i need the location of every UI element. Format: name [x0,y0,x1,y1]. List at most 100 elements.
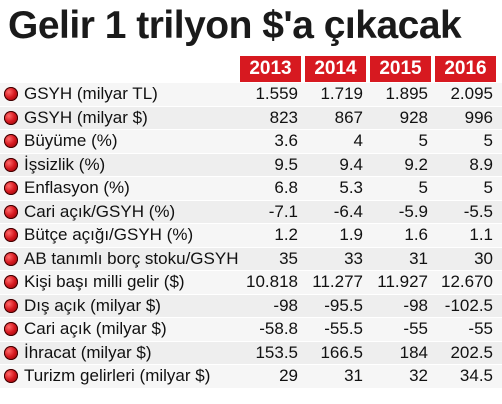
row-label-cell: Kişi başı milli gelir ($) [0,272,240,292]
bullet-icon [4,110,18,125]
value-cell-2016: 5 [483,178,493,198]
row-label-cell: Enflasyon (%) [0,178,240,198]
value-cell-2016: 1.1 [469,225,493,245]
year-header-2016: 2016 [435,56,496,82]
table-row: Cari açık (milyar $) -58.8 -55.5 -55 -55 [0,317,502,341]
value-cell-2016: -5.5 [463,201,493,221]
row-label-cell: Bütçe açığı/GSYH (%) [0,225,240,245]
value-cell-2016: -55 [468,319,493,339]
value-cell-2014: 5.3 [339,178,363,198]
value-cell-2013: -98 [273,295,298,315]
bullet-icon [4,87,18,102]
row-label-cell: İhracat (milyar $) [0,343,240,363]
value-cell-2015: 32 [409,366,428,386]
row-label: GSYH (milyar $) [24,107,148,127]
value-cell-2014: 867 [334,107,363,127]
table-row: Cari açık/GSYH (%) -7.1 -6.4 -5.9 -5.5 [0,199,502,223]
row-label: Dış açık (milyar $) [24,295,161,315]
bullet-icon [4,181,18,196]
table-body: GSYH (milyar TL) 1.559 1.719 1.895 2.095 GSYH… [0,82,502,388]
bullet-icon [4,345,18,360]
value-cell-2015: -5.9 [398,201,428,221]
bullet-icon [4,204,18,219]
value-cell-2014: 1.9 [339,225,363,245]
value-cell-2015: -55 [403,319,428,339]
value-cell-2015: 184 [399,342,428,362]
table-row: Enflasyon (%) 6.8 5.3 5 5 [0,176,502,200]
data-table: 2013 2014 2015 2016 GSYH (milyar TL) 1.55… [0,56,502,388]
row-label-cell: AB tanımlı borç stoku/GSYH [0,249,240,269]
value-cell-2014: -55.5 [324,319,363,339]
row-label-cell: GSYH (milyar TL) [0,84,240,104]
row-label-cell: Cari açık (milyar $) [0,319,240,339]
value-cell-2015: 11.927 [377,272,428,292]
value-cell-2013: 9.5 [274,154,298,174]
table-row: Bütçe açığı/GSYH (%) 1.2 1.9 1.6 1.1 [0,223,502,247]
value-cell-2013: 10.818 [246,272,298,292]
value-cell-2013: 1.559 [255,84,298,104]
bullet-icon [4,157,18,172]
value-cell-2013: 3.6 [274,131,298,151]
table-row: Dış açık (milyar $) -98 -95.5 -98 -102.5 [0,293,502,317]
table-row: İhracat (milyar $) 153.5 166.5 184 202.5 [0,340,502,364]
table-row: Kişi başı milli gelir ($) 10.818 11.277 11.… [0,270,502,294]
year-header-2013: 2013 [240,56,301,82]
value-cell-2013: 823 [269,107,298,127]
table-row: Turizm gelirleri (milyar $) 29 31 32 34.5 [0,364,502,388]
value-cell-2014: 33 [344,248,363,268]
value-cell-2013: 6.8 [274,178,298,198]
row-label: AB tanımlı borç stoku/GSYH [24,248,239,268]
value-cell-2013: 1.2 [274,225,298,245]
value-cell-2014: 166.5 [320,342,363,362]
value-cell-2014: 31 [344,366,363,386]
value-cell-2015: -98 [403,295,428,315]
value-cell-2015: 31 [409,248,428,268]
value-cell-2013: 35 [279,248,298,268]
row-label: İhracat (milyar $) [24,342,152,362]
value-cell-2015: 5 [418,131,428,151]
bullet-icon [4,298,18,313]
value-cell-2013: -58.8 [259,319,298,339]
row-label: Enflasyon (%) [24,178,130,198]
value-cell-2015: 1.6 [404,225,428,245]
value-cell-2014: 11.277 [312,272,363,292]
bullet-icon [4,322,18,337]
value-cell-2016: 2.095 [450,84,493,104]
value-cell-2016: 8.9 [469,154,493,174]
value-cell-2015: 928 [399,107,428,127]
row-label: GSYH (milyar TL) [24,84,158,104]
value-cell-2015: 1.895 [385,84,428,104]
row-label: Turizm gelirleri (milyar $) [24,366,211,386]
row-label-cell: GSYH (milyar $) [0,108,240,128]
row-label-cell: Cari açık/GSYH (%) [0,202,240,222]
value-cell-2014: 1.719 [320,84,363,104]
year-header-row: 2013 2014 2015 2016 [0,56,502,82]
row-label-cell: Dış açık (milyar $) [0,296,240,316]
value-cell-2016: 30 [474,248,493,268]
table-row: GSYH (milyar $) 823 867 928 996 [0,105,502,129]
table-row: AB tanımlı borç stoku/GSYH 35 33 31 30 [0,246,502,270]
row-label-cell: İşsizlik (%) [0,155,240,175]
value-cell-2013: -7.1 [268,201,298,221]
value-cell-2014: -95.5 [324,295,363,315]
row-label-cell: Turizm gelirleri (milyar $) [0,366,240,386]
value-cell-2016: 5 [483,131,493,151]
table-row: GSYH (milyar TL) 1.559 1.719 1.895 2.095 [0,82,502,106]
row-label: Kişi başı milli gelir ($) [24,272,185,292]
bullet-icon [4,228,18,243]
row-label: İşsizlik (%) [24,154,106,174]
row-label-cell: Büyüme (%) [0,131,240,151]
value-cell-2016: 34.5 [459,366,493,386]
row-label: Bütçe açığı/GSYH (%) [24,225,194,245]
year-header-2014: 2014 [305,56,366,82]
value-cell-2016: -102.5 [444,295,493,315]
year-header-2015: 2015 [370,56,431,82]
value-cell-2013: 153.5 [255,342,298,362]
value-cell-2016: 12.670 [441,272,493,292]
table-row: Büyüme (%) 3.6 4 5 5 [0,129,502,153]
header-spacer [0,56,240,82]
value-cell-2016: 202.5 [450,342,493,362]
table-row: İşsizlik (%) 9.5 9.4 9.2 8.9 [0,152,502,176]
page-title: Gelir 1 trilyon $'a çıkacak [8,4,462,47]
value-cell-2014: -6.4 [333,201,363,221]
